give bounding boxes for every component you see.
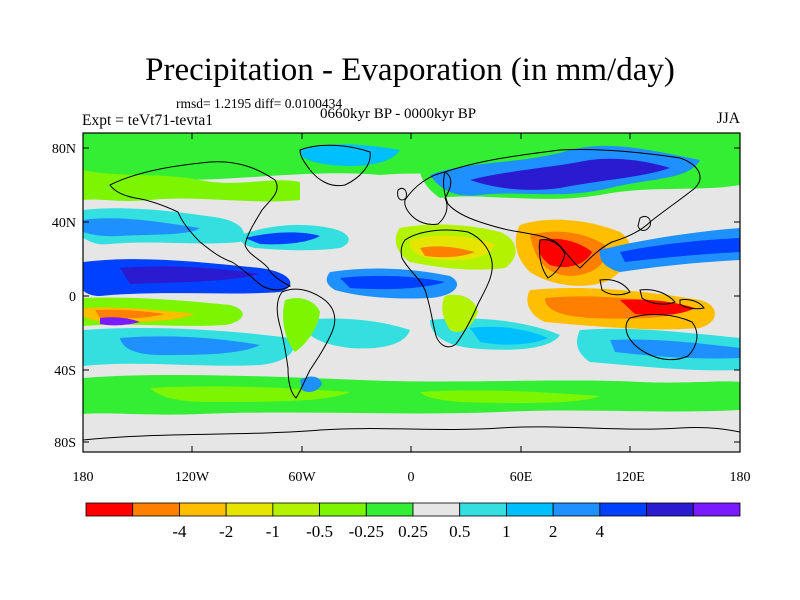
colorbar-label: -0.5 <box>306 522 333 541</box>
colorbar-label: -0.25 <box>349 522 384 541</box>
colorbar-label: 1 <box>502 522 511 541</box>
lat-tick-label: 0 <box>69 290 76 305</box>
lon-tick-label: 60W <box>288 470 316 485</box>
colorbar <box>85 502 741 517</box>
lon-tick-label: 120E <box>615 470 645 485</box>
colorbar-swatch <box>506 502 554 517</box>
colorbar-label: -2 <box>219 522 233 541</box>
lat-tick-label: 40N <box>52 216 76 231</box>
lat-tick-label: 80N <box>52 142 76 157</box>
colorbar-swatch <box>365 502 414 517</box>
colorbar-swatch <box>225 502 274 517</box>
lat-tick-label: 40S <box>54 364 76 379</box>
colorbar-label: 0.25 <box>398 522 428 541</box>
colorbar-swatch <box>692 502 741 517</box>
colorbar-label: 2 <box>549 522 558 541</box>
coastlines <box>83 144 740 441</box>
lat-tick-label: 80S <box>54 436 76 451</box>
colorbar-swatch <box>552 502 601 517</box>
lon-tick-label: 60E <box>510 470 533 485</box>
colorbar-swatch <box>132 502 180 517</box>
period-label: 0660kyr BP - 0000kyr BP <box>320 106 477 122</box>
colorbar-label: -4 <box>172 522 187 541</box>
lon-tick-label: 0 <box>408 470 415 485</box>
colorbar-swatch <box>85 502 134 517</box>
lat-axis: 80N 40N 0 40S 80S <box>52 142 740 451</box>
colorbar-swatch <box>412 502 461 517</box>
plot-title: Precipitation - Evaporation (in mm/day) <box>145 52 675 88</box>
lon-tick-label: 180 <box>730 470 751 485</box>
colorbar-swatch <box>459 502 507 517</box>
colorbar-swatch <box>319 502 367 517</box>
lon-axis: 180 120W 60W 0 60E 120E 180 <box>73 133 751 485</box>
colorbar-swatch <box>179 502 227 517</box>
colorbar-label: -1 <box>266 522 280 541</box>
colorbar-swatch <box>646 502 694 517</box>
colorbar-swatch <box>599 502 647 517</box>
stats-line: rmsd= 1.2195 diff= 0.0100434 <box>176 96 343 111</box>
season-label: JJA <box>716 110 740 127</box>
colorbar-labels: -4 -2 -1 -0.5 -0.25 0.25 0.5 1 2 4 <box>172 522 604 541</box>
experiment-label: Expt = teVt71-tevta1 <box>82 112 213 129</box>
lon-tick-label: 180 <box>73 470 94 485</box>
colorbar-label: 0.5 <box>449 522 470 541</box>
contour-field <box>83 133 740 452</box>
lon-tick-label: 120W <box>175 470 210 485</box>
colorbar-swatch <box>272 502 320 517</box>
colorbar-label: 4 <box>596 522 605 541</box>
